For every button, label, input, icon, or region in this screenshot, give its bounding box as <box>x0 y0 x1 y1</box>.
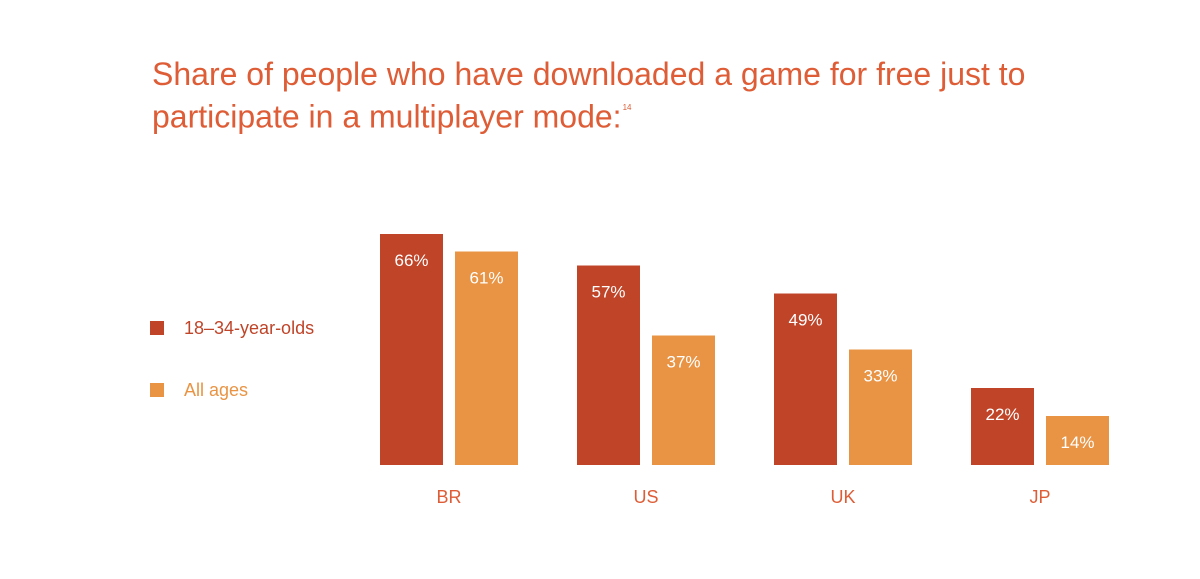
bar-value-label: 14% <box>1060 433 1094 452</box>
bar-uk-young <box>774 293 837 465</box>
bar-value-label: 49% <box>788 311 822 330</box>
category-label-br: BR <box>436 487 461 507</box>
bar-us-young <box>577 265 640 465</box>
legend-swatch-all <box>150 383 164 397</box>
legend-label-all: All ages <box>184 380 249 400</box>
bar-value-label: 33% <box>863 367 897 386</box>
category-label-jp: JP <box>1029 487 1050 507</box>
legend-item-young: 18–34-year-olds <box>150 316 314 340</box>
category-label-us: US <box>633 487 658 507</box>
category-label-uk: UK <box>830 487 855 507</box>
bar-value-label: 37% <box>666 353 700 372</box>
legend-item-all: All ages <box>150 378 314 402</box>
bar-value-label: 22% <box>985 405 1019 424</box>
chart-legend: 18–34-year-olds All ages <box>150 316 314 440</box>
bar-uk-all <box>849 349 912 465</box>
bar-value-label: 66% <box>394 251 428 270</box>
bar-jp-young <box>971 388 1034 465</box>
chart-title-text: Share of people who have downloaded a ga… <box>152 56 1026 135</box>
bar-value-label: 61% <box>469 269 503 288</box>
title-footnote: 14 <box>622 103 632 112</box>
bar-jp-all <box>1046 416 1109 465</box>
chart-title: Share of people who have downloaded a ga… <box>152 54 1152 137</box>
bar-br-young <box>380 234 443 465</box>
legend-swatch-young <box>150 321 164 335</box>
legend-label-young: 18–34-year-olds <box>184 318 315 338</box>
bar-us-all <box>652 335 715 465</box>
bar-value-label: 57% <box>591 283 625 302</box>
bar-br-all <box>455 251 518 465</box>
